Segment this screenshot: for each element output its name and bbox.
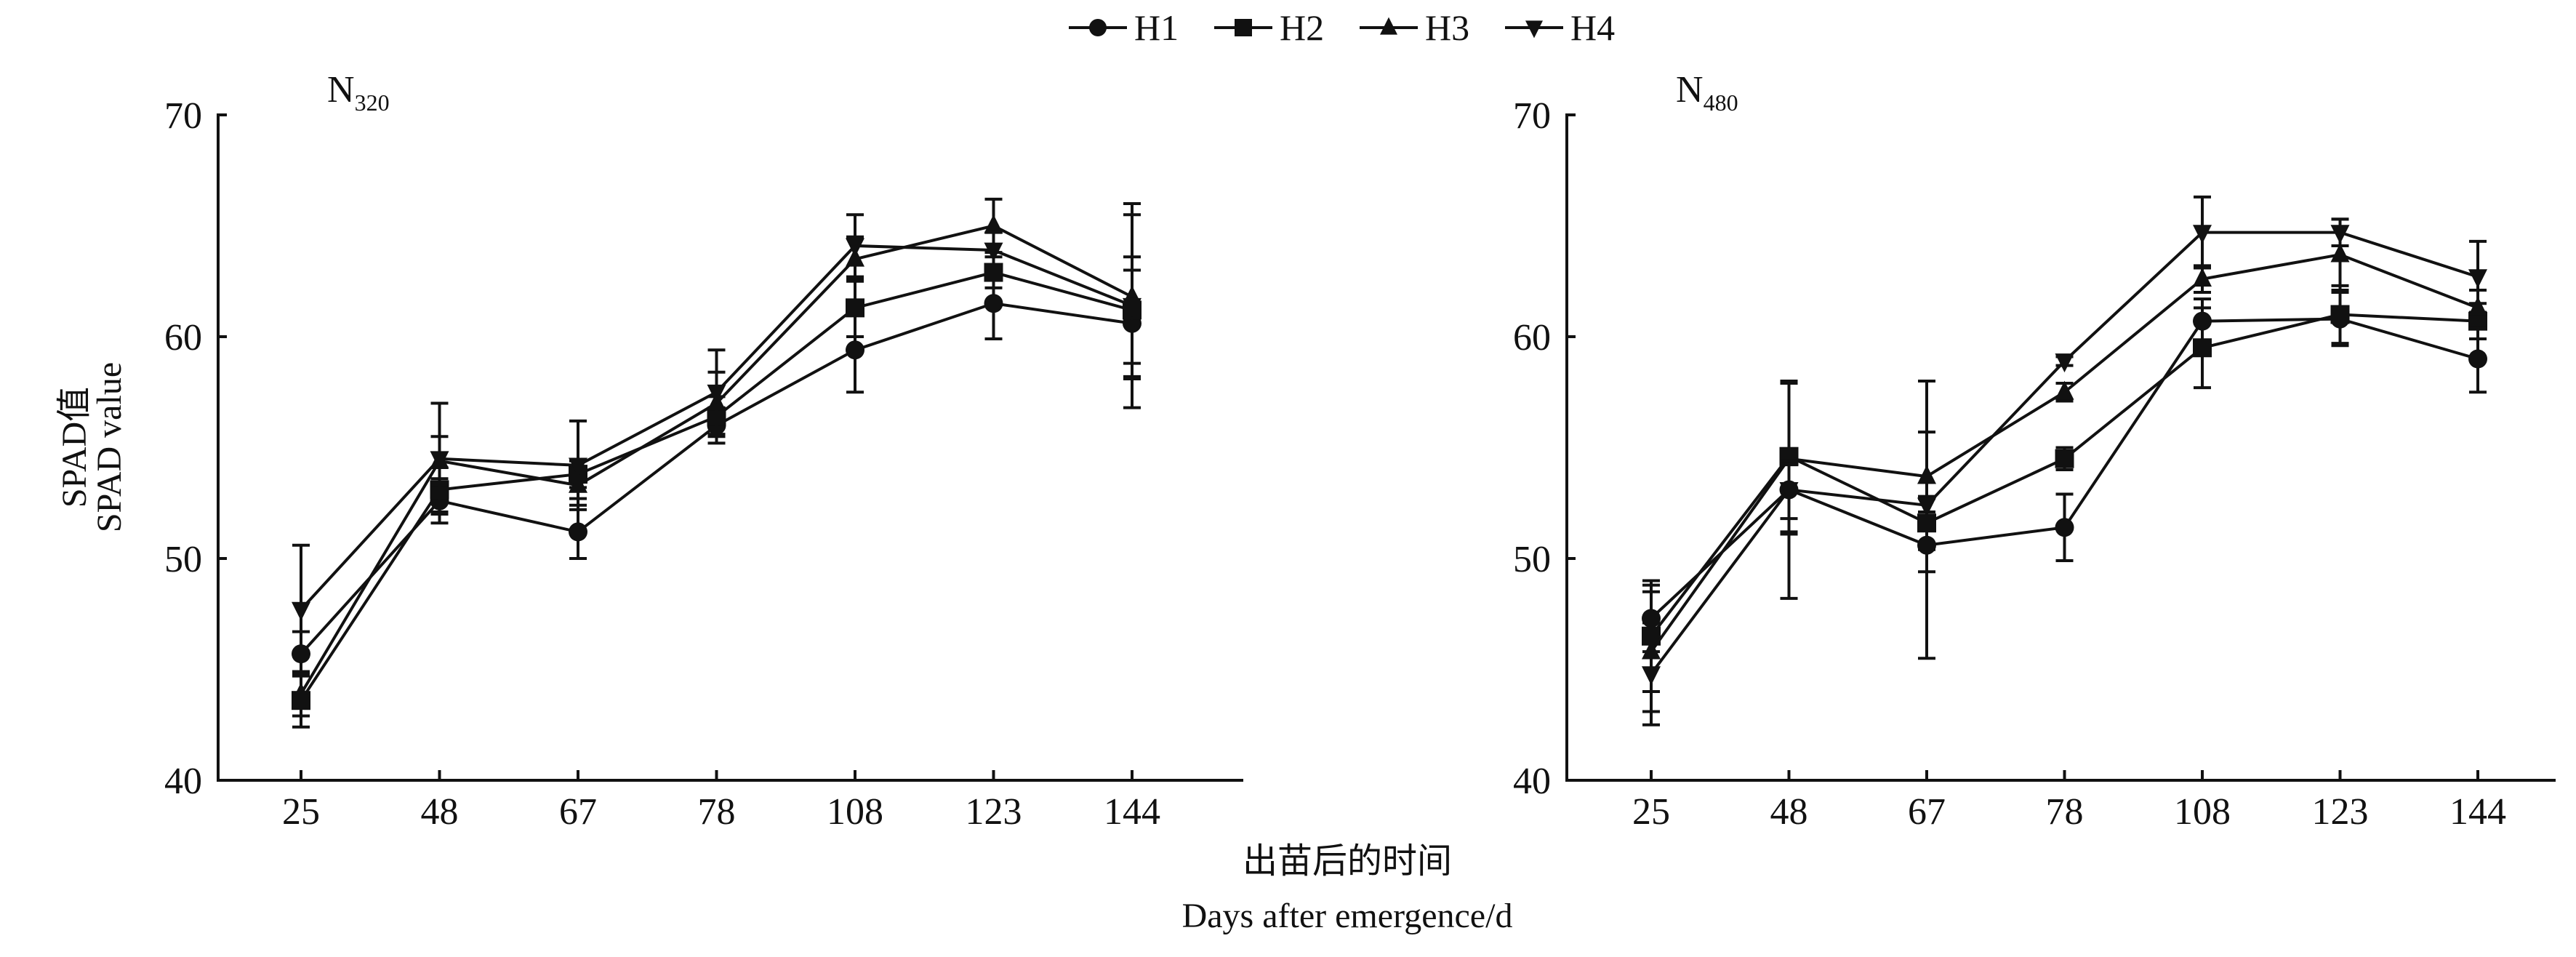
panel-title-subscript: 480 bbox=[1704, 89, 1738, 116]
data-point-h1 bbox=[2468, 349, 2487, 369]
x-tick-label: 78 bbox=[698, 791, 736, 833]
data-point-h3 bbox=[2193, 268, 2212, 287]
data-point-h3 bbox=[1917, 465, 1936, 484]
legend-marker-h1 bbox=[1089, 19, 1107, 36]
x-tick-label: 108 bbox=[827, 791, 883, 833]
data-point-h1 bbox=[2055, 518, 2074, 537]
data-point-h4 bbox=[984, 242, 1003, 262]
y-tick-label: 50 bbox=[1513, 539, 1551, 580]
legend-label-h3: H3 bbox=[1425, 7, 1469, 48]
legend-marker-h4 bbox=[1525, 20, 1543, 39]
x-tick-label: 78 bbox=[2046, 791, 2084, 833]
data-point-h4 bbox=[2055, 353, 2074, 373]
x-axis-label-en: Days after emergence/d bbox=[1182, 897, 1513, 935]
legend-marker-h3 bbox=[1380, 17, 1397, 35]
data-point-h1 bbox=[569, 522, 587, 542]
panel-title-subscript: 320 bbox=[355, 89, 390, 116]
data-point-h2 bbox=[2055, 449, 2074, 468]
data-point-h2 bbox=[2330, 305, 2350, 324]
data-point-h2 bbox=[846, 298, 864, 318]
legend-label-h1: H1 bbox=[1134, 7, 1179, 48]
x-tick-label: 25 bbox=[1632, 791, 1670, 833]
chart-panel-n320: 40 50 60 70 25 48 67 78 108 123 144 N320 bbox=[164, 69, 1243, 833]
series-h4 bbox=[292, 202, 1141, 676]
x-tick-label: 144 bbox=[2449, 791, 2506, 833]
data-point-h4 bbox=[1123, 297, 1141, 317]
data-point-h3 bbox=[2055, 380, 2074, 400]
data-point-h4 bbox=[2193, 225, 2212, 244]
panel-title: N480 bbox=[1676, 69, 1738, 116]
x-tick-label: 144 bbox=[1104, 791, 1160, 833]
data-point-h4 bbox=[2468, 269, 2487, 289]
y-tick-label: 50 bbox=[164, 539, 202, 580]
data-point-h4 bbox=[1642, 666, 1661, 686]
data-point-h4 bbox=[846, 238, 864, 257]
y-axis-label-en: SPAD value bbox=[90, 362, 129, 532]
y-axis-label: SPAD值 SPAD value bbox=[55, 362, 129, 532]
data-point-h4 bbox=[1917, 497, 1936, 517]
x-axis-label-cn: 出苗后的时间 bbox=[1243, 842, 1452, 881]
x-tick-label: 123 bbox=[966, 791, 1022, 833]
x-tick-label: 25 bbox=[282, 791, 320, 833]
y-tick-label: 40 bbox=[1513, 761, 1551, 802]
y-tick-label: 70 bbox=[164, 95, 202, 137]
x-tick-label: 67 bbox=[1908, 791, 1946, 833]
series-h1 bbox=[1642, 291, 2487, 660]
data-point-h3 bbox=[292, 682, 310, 702]
series-h1 bbox=[292, 266, 1141, 678]
legend-label-h2: H2 bbox=[1280, 7, 1324, 48]
data-point-h2 bbox=[2193, 338, 2212, 358]
series-h4 bbox=[1642, 195, 2487, 726]
y-axis-label-cn: SPAD值 bbox=[55, 387, 94, 508]
data-point-h3 bbox=[2330, 243, 2350, 263]
x-tick-label: 123 bbox=[2312, 791, 2369, 833]
data-point-h4 bbox=[707, 384, 726, 404]
data-point-h3 bbox=[984, 214, 1003, 233]
legend-marker-h2 bbox=[1235, 19, 1252, 36]
x-tick-label: 48 bbox=[421, 791, 459, 833]
data-point-h4 bbox=[2330, 225, 2350, 244]
legend-label-h4: H4 bbox=[1570, 7, 1615, 48]
data-point-h4 bbox=[292, 601, 310, 621]
data-point-h4 bbox=[1779, 482, 1799, 502]
series-h2 bbox=[292, 255, 1141, 729]
series-line-h3 bbox=[300, 224, 1133, 695]
data-point-h4 bbox=[569, 457, 587, 477]
legend: H1 H2 H3 H4 bbox=[1069, 7, 1615, 48]
y-tick-label: 60 bbox=[1513, 317, 1551, 359]
x-tick-label: 108 bbox=[2174, 791, 2231, 833]
data-point-h4 bbox=[430, 451, 449, 471]
y-tick-label: 60 bbox=[164, 317, 202, 359]
data-point-h1 bbox=[984, 294, 1003, 313]
x-tick-label: 67 bbox=[559, 791, 597, 833]
panel-title: N320 bbox=[327, 69, 390, 116]
y-tick-label: 40 bbox=[164, 761, 202, 802]
y-tick-label: 70 bbox=[1513, 95, 1551, 137]
data-point-h1 bbox=[846, 340, 864, 360]
x-tick-label: 48 bbox=[1770, 791, 1808, 833]
chart-panel-n480: 40 50 60 70 25 48 67 78 108 123 144 N480 bbox=[1513, 69, 2556, 833]
